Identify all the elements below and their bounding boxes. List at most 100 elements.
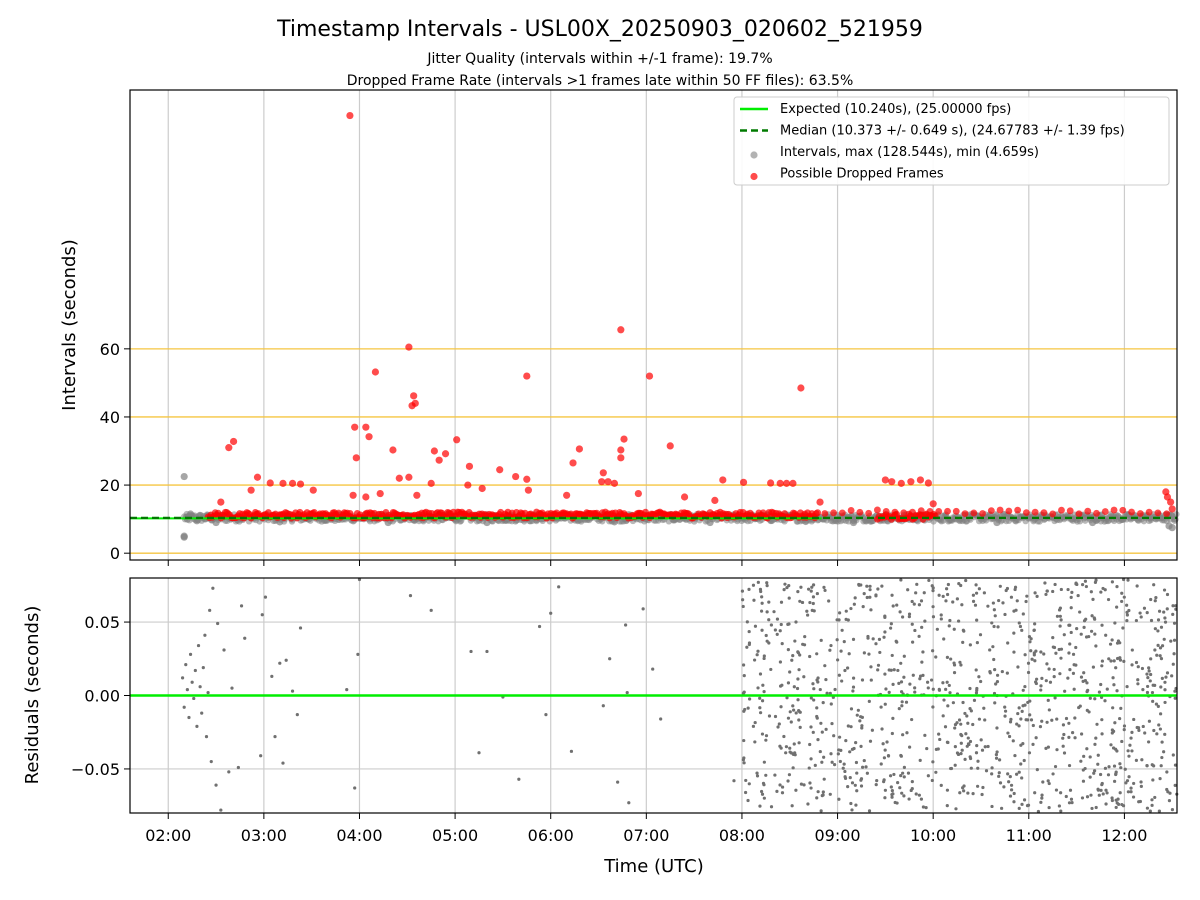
residual-point <box>1003 705 1007 709</box>
residual-point <box>923 619 927 623</box>
residual-point <box>971 792 975 796</box>
dropped-point <box>1066 507 1074 515</box>
residual-point <box>841 766 845 770</box>
legend: Expected (10.240s), (25.00000 fps) Median… <box>733 96 1170 186</box>
residual-point <box>1152 583 1156 587</box>
dropped-point <box>604 478 612 486</box>
residual-point <box>1062 732 1066 737</box>
residual-point <box>1032 628 1036 632</box>
residual-point <box>931 605 935 609</box>
dropped-point <box>279 479 287 487</box>
residual-point <box>1069 606 1073 610</box>
residual-point <box>1075 627 1079 631</box>
dropped-point <box>970 509 978 517</box>
residual-point <box>1015 599 1019 603</box>
residual-point <box>871 637 875 641</box>
residual-point <box>885 740 889 744</box>
residual-point <box>855 789 859 793</box>
residual-point <box>1006 772 1010 776</box>
dropped-point <box>405 343 413 351</box>
residual-point <box>997 598 1001 603</box>
residual-point <box>1070 590 1074 594</box>
residual-point <box>995 673 1000 677</box>
residual-point <box>974 751 979 755</box>
residual-point <box>1061 723 1066 727</box>
residual-point <box>982 591 986 595</box>
residual-point <box>808 654 812 659</box>
residual-point <box>746 798 750 803</box>
residual-point <box>1048 680 1053 684</box>
dropped-point <box>1145 508 1153 516</box>
residual-point <box>807 766 811 770</box>
residual-point <box>745 645 749 649</box>
residual-point <box>800 600 805 605</box>
residual-point <box>996 625 1000 629</box>
residual-point <box>1157 809 1161 813</box>
residual-point <box>1039 684 1043 688</box>
residual-point <box>951 600 955 604</box>
residual-point <box>760 628 764 632</box>
residual-point <box>953 723 958 727</box>
residual-point <box>744 790 748 795</box>
residual-point <box>1104 802 1108 806</box>
residual-point <box>1145 806 1150 810</box>
residual-point <box>1169 639 1173 643</box>
residual-point <box>1162 610 1166 614</box>
residual-point <box>1147 719 1152 723</box>
residual-point <box>601 704 605 708</box>
residual-point <box>1058 624 1062 628</box>
residual-point <box>860 724 864 728</box>
residual-point <box>259 754 263 758</box>
residual-point <box>1110 580 1114 584</box>
residual-point <box>974 583 978 587</box>
residual-point <box>1051 772 1055 776</box>
residual-point <box>975 688 979 692</box>
residual-point <box>1145 763 1149 768</box>
residual-point <box>837 748 841 752</box>
residual-point <box>758 706 762 710</box>
residual-point <box>1160 740 1164 744</box>
residual-point <box>1148 809 1152 813</box>
residual-point <box>1149 597 1153 602</box>
residual-point <box>549 611 553 615</box>
residual-point <box>947 624 951 628</box>
residual-point <box>1083 766 1087 771</box>
residual-point <box>1105 687 1109 691</box>
residual-point <box>839 649 843 653</box>
interval-point <box>186 510 195 518</box>
dropped-point <box>464 481 472 489</box>
residual-point <box>936 747 940 751</box>
residual-point <box>816 738 820 742</box>
residual-point <box>902 654 906 658</box>
residual-point <box>910 787 914 791</box>
dropped-point <box>789 479 797 487</box>
residual-point <box>537 624 542 629</box>
residual-point <box>1151 699 1155 703</box>
residual-point <box>281 761 285 765</box>
residual-point <box>925 746 929 751</box>
residual-point <box>1008 720 1013 724</box>
dropped-point <box>512 472 520 481</box>
dropped-point <box>598 478 606 486</box>
dropped-point <box>891 508 899 516</box>
residual-point <box>891 682 895 686</box>
residual-point <box>1118 658 1123 662</box>
residual-point <box>890 653 894 658</box>
residual-point <box>976 759 980 763</box>
residual-point <box>569 749 574 753</box>
residual-point <box>206 690 210 695</box>
residual-point <box>816 676 820 680</box>
residual-point <box>1026 700 1030 705</box>
residual-point <box>1138 799 1143 804</box>
residual-point <box>874 594 878 598</box>
residual-point <box>886 754 891 758</box>
dropped-point <box>413 491 421 499</box>
residual-point <box>485 649 489 654</box>
residual-point <box>408 594 413 598</box>
dropped-point <box>739 478 748 486</box>
residual-point <box>1025 804 1030 808</box>
residual-point <box>976 766 980 770</box>
residual-point <box>1096 753 1100 757</box>
residual-point <box>1096 788 1100 792</box>
residual-point <box>945 804 949 808</box>
